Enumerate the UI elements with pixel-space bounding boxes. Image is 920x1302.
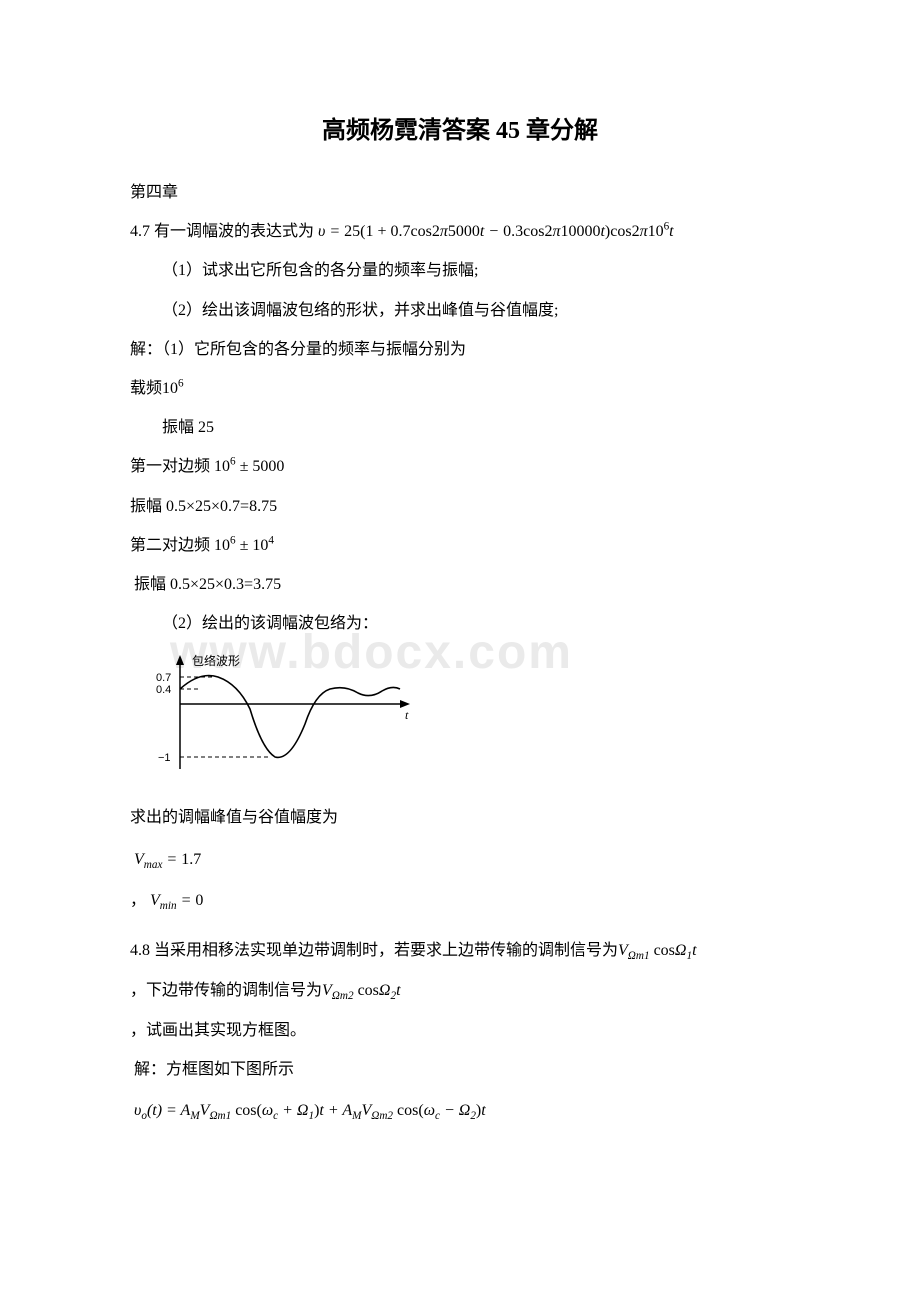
side1-freq: 106 ± 5000 [214, 458, 284, 475]
svg-text:t: t [405, 708, 409, 722]
svg-text:0.4: 0.4 [156, 684, 171, 696]
q47-side2: 第二对边频 106 ± 104 [130, 528, 790, 563]
q47-vmin: ， Vmin = 0 [130, 883, 790, 919]
envelope-chart: 包络波形 0.7 0.4 −1 t [130, 649, 790, 792]
q47-side1: 第一对边频 106 ± 5000 [130, 449, 790, 484]
q47-intro-text: 4.7 有一调幅波的表达式为 [130, 223, 318, 240]
svg-text:0.7: 0.7 [156, 672, 171, 684]
side1-label: 第一对边频 [130, 458, 214, 475]
q47-sol-intro: 解：（1）它所包含的各分量的频率与振幅分别为 [130, 332, 790, 367]
q47-part2-intro: （2）绘出的该调幅波包络为： [130, 606, 790, 641]
q47-carrier-amp: 振幅 25 [130, 410, 790, 445]
carrier-label: 载频 [130, 380, 162, 397]
q48-line2: ，下边带传输的调制信号为VΩm2 cosΩ2t [130, 973, 790, 1009]
q48-sol: 解：方框图如下图所示 [130, 1052, 790, 1087]
carrier-freq: 106 [162, 380, 184, 397]
q48-intro1: 4.8 当采用相移法实现单边带调制时，若要求上边带传输的调制信号为 [130, 942, 618, 959]
side2-freq: 106 ± 104 [214, 537, 274, 554]
q47-side1-amp: 振幅 0.5×25×0.7=8.75 [130, 489, 790, 524]
q47-statement: 4.7 有一调幅波的表达式为 υ = 25(1 + 0.7cos2π5000t … [130, 214, 790, 249]
q47-side2-amp: 振幅 0.5×25×0.3=3.75 [130, 567, 790, 602]
section-body: 第四章 4.7 有一调幅波的表达式为 υ = 25(1 + 0.7cos2π50… [130, 175, 790, 1129]
envelope-axis-label: 包络波形 [192, 653, 240, 668]
q48-line3: ，试画出其实现方框图。 [130, 1013, 790, 1048]
q47-peak-intro: 求出的调幅峰值与谷值幅度为 [130, 800, 790, 835]
q48-sol-text: 解：方框图如下图所示 [134, 1061, 294, 1078]
svg-text:−1: −1 [158, 752, 171, 764]
side2-amp-text: 振幅 0.5×25×0.3=3.75 [134, 576, 281, 593]
q47-formula: υ = 25(1 + 0.7cos2π5000t − 0.3cos2π10000… [318, 223, 674, 240]
chapter-label: 第四章 [130, 175, 790, 210]
q48-sig1: VΩm1 cosΩ1t [618, 942, 697, 959]
q47-part2: （2）绘出该调幅波包络的形状，并求出峰值与谷值幅度; [130, 293, 790, 328]
q47-vmax: Vmax = 1.7 [130, 842, 790, 878]
page-title: 高频杨霓清答案 45 章分解 [130, 110, 790, 145]
q48-line1: 4.8 当采用相移法实现单边带调制时，若要求上边带传输的调制信号为VΩm1 co… [130, 933, 790, 969]
side2-label: 第二对边频 [130, 537, 214, 554]
q48-formula: υo(t) = AMVΩm1 cos(ωc + Ω1)t + AMVΩm2 co… [130, 1093, 790, 1129]
main-content: 高频杨霓清答案 45 章分解 第四章 4.7 有一调幅波的表达式为 υ = 25… [130, 110, 790, 1129]
q48-intro2: ，下边带传输的调制信号为 [130, 982, 322, 999]
q47-part1: （1）试求出它所包含的各分量的频率与振幅; [130, 253, 790, 288]
q47-carrier: 载频106 [130, 371, 790, 406]
q48-sig2: VΩm2 cosΩ2t [322, 982, 401, 999]
